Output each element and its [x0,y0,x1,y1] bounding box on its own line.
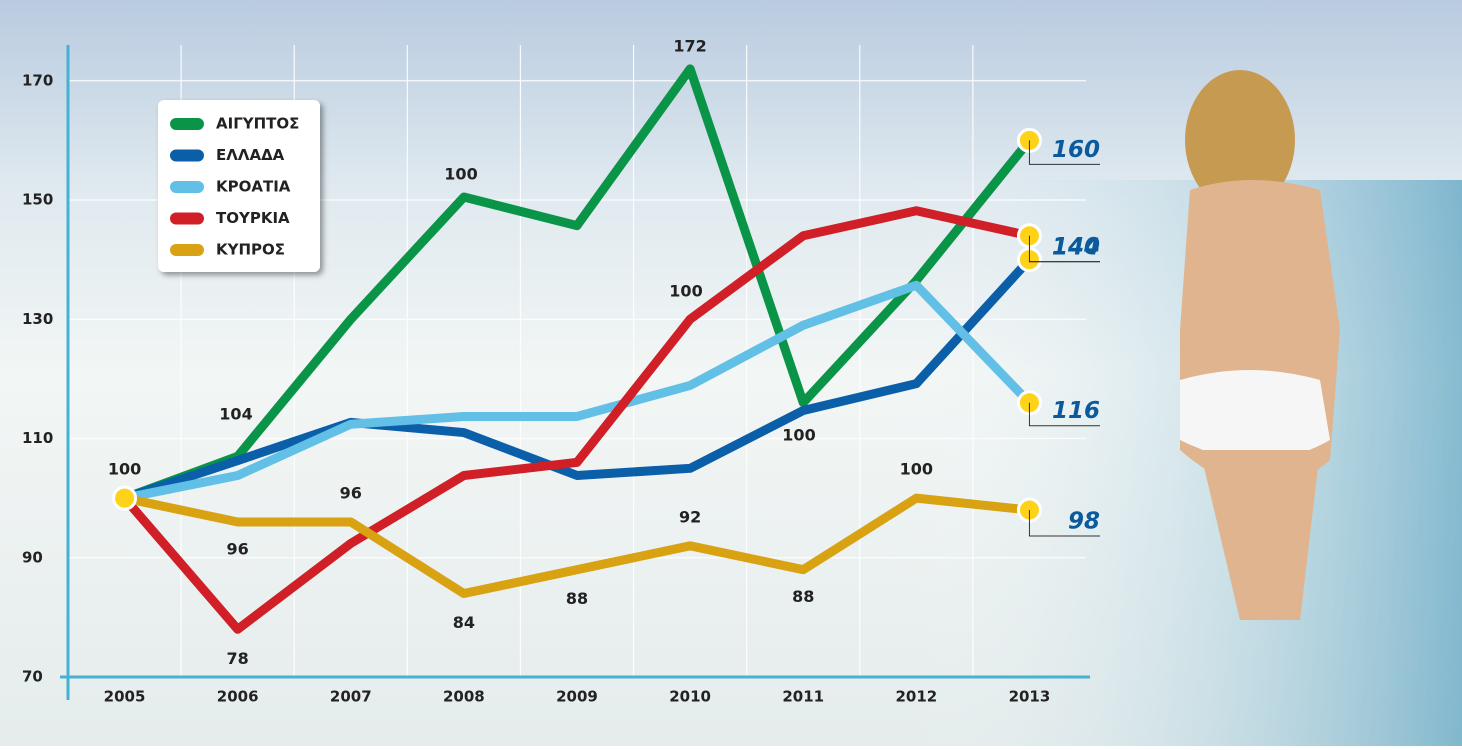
x-tick-label: 2013 [1009,688,1051,706]
x-tick-label: 2005 [104,688,146,706]
data-label: 172 [673,36,706,55]
end-label: 144 [1052,234,1100,260]
chart: 70 90 110 130 150 170 2005 2006 2007 2008 2009 2010… [0,0,1462,746]
legend-label: ΚΥΠΡΟΣ [216,241,285,259]
y-tick-label: 110 [22,429,53,447]
end-label: 98 [1068,509,1100,535]
data-label: 84 [453,613,475,632]
x-tick-label: 2009 [556,688,598,706]
start-marker [114,487,136,509]
annotation: 100 [444,165,477,184]
data-label: 96 [227,539,249,558]
data-label: 100 [108,460,141,479]
data-label: 88 [566,589,588,608]
x-tick-label: 2007 [330,688,372,706]
y-tick-label: 130 [22,310,53,328]
y-tick-label: 150 [22,191,53,209]
sea [900,180,1462,746]
x-tick-label: 2008 [443,688,485,706]
legend-label: ΤΟΥΡΚΙΑ [216,209,290,227]
x-tick-label: 2010 [669,688,711,706]
data-label: 96 [340,483,362,502]
y-tick-label: 170 [22,71,53,89]
data-label: 92 [679,507,701,526]
legend-label: ΚΡΟΑΤΙΑ [216,178,291,196]
annotation: 104 [219,405,252,424]
page: {"chart_data": {"type": "line", "categor… [0,0,1462,746]
annotation: 100 [669,282,702,301]
x-tick-label: 2011 [782,688,824,706]
data-label: 78 [227,649,249,668]
x-tick-label: 2006 [217,688,259,706]
y-tick-label: 90 [22,548,43,566]
legend-label: ΕΛΛΑΔΑ [216,146,285,164]
end-label: 160 [1052,137,1100,163]
end-label: 116 [1052,398,1100,424]
annotation: 100 [782,426,815,445]
y-tick-label: 70 [22,668,43,686]
legend-label: ΑΙΓΥΠΤΟΣ [216,115,299,133]
data-label: 100 [900,460,933,479]
data-label: 88 [792,587,814,606]
x-tick-label: 2012 [895,688,937,706]
